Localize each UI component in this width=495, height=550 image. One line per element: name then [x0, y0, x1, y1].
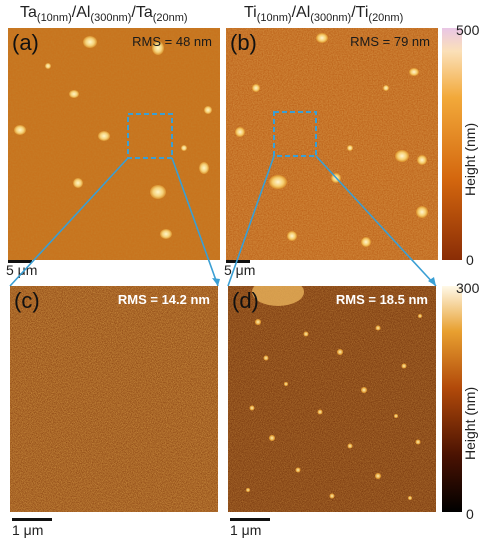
zoom-line-a-left	[9, 157, 129, 287]
scale-label-d: 1 μm	[230, 522, 262, 538]
afm-image-d: (d) RMS = 18.5 nm	[228, 286, 436, 512]
colorbar-bottom-title: Height (nm)	[462, 386, 478, 460]
panel-label-b: (b)	[230, 30, 257, 55]
rms-value-a: RMS = 48 nm	[132, 34, 212, 49]
colorbar-bottom-min: 0	[466, 506, 474, 522]
afm-surface-d	[228, 286, 436, 512]
zoom-line-b-right	[315, 155, 437, 287]
panel-label-d: (d)	[232, 288, 259, 313]
colorbar-bottom-max: 300	[456, 280, 480, 296]
colorbar-bottom	[442, 286, 462, 512]
afm-surface-a	[8, 28, 220, 260]
zoom-arrow-a-icon	[212, 278, 220, 286]
scale-label-a: 5 μm	[6, 262, 38, 278]
afm-image-a: (a) RMS = 48 nm	[8, 28, 220, 260]
scale-bar-d	[230, 518, 270, 521]
scale-bar-a	[8, 260, 32, 263]
scale-bar-c	[12, 518, 52, 521]
afm-image-c: (c) RMS = 14.2 nm	[10, 286, 218, 512]
afm-surface-c	[10, 286, 218, 512]
colorbar-top-min: 0	[466, 252, 474, 268]
afm-image-b: (b) RMS = 79 nm	[226, 28, 438, 260]
panel-label-c: (c)	[14, 288, 40, 313]
scale-label-c: 1 μm	[12, 522, 44, 538]
panel-label-a: (a)	[12, 30, 39, 55]
zoom-box-b	[273, 111, 317, 157]
scale-bar-b	[226, 260, 250, 263]
zoom-line-b-left	[227, 155, 275, 287]
afm-surface-b	[226, 28, 438, 260]
colorbar-top	[442, 28, 462, 260]
title-ta-stack: Ta(10nm)/Al(300nm)/Ta(20nm)	[20, 4, 188, 25]
zoom-box-a	[127, 113, 173, 159]
rms-value-d: RMS = 18.5 nm	[335, 292, 428, 307]
zoom-connectors	[9, 155, 437, 287]
zoom-arrow-b-icon	[428, 277, 436, 286]
rms-value-b: RMS = 79 nm	[350, 34, 430, 49]
colorbar-top-max: 500	[456, 22, 480, 38]
zoom-line-a-right	[171, 157, 219, 287]
title-ti-stack: Ti(10nm)/Al(300nm)/Ti(20nm)	[244, 4, 404, 25]
rms-value-c: RMS = 14.2 nm	[117, 292, 210, 307]
